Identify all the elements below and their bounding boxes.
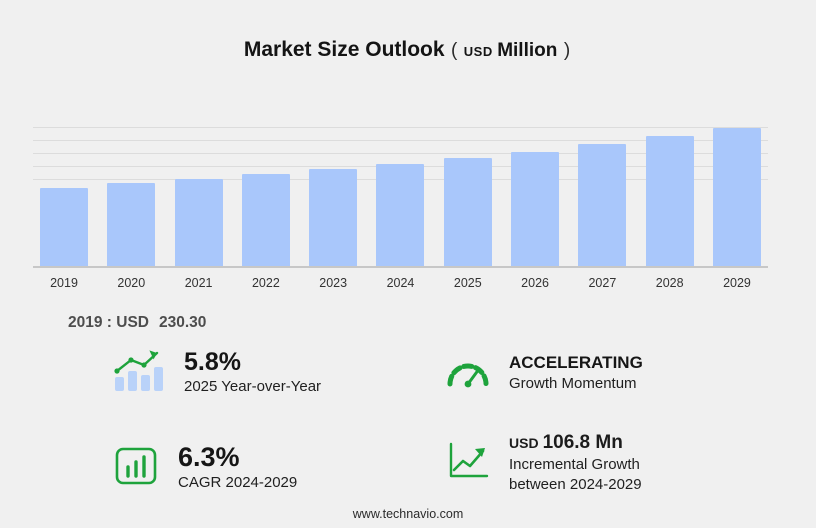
x-tick-label-2027: 2027 [588, 276, 617, 290]
x-tick-label-2022: 2022 [251, 276, 280, 290]
x-tick-label-2028: 2028 [655, 276, 684, 290]
bar-2029 [712, 127, 761, 266]
line-growth-icon [445, 440, 491, 487]
bar-chart-plot-area [33, 123, 768, 268]
bar-2028 [645, 136, 694, 266]
bar-2020 [107, 183, 156, 266]
incremental-value: USD 106.8 Mn [509, 432, 642, 455]
gridline [33, 127, 768, 128]
x-tick-label-2021: 2021 [184, 276, 213, 290]
momentum-label: Growth Momentum [509, 375, 637, 393]
x-tick-label-2023: 2023 [319, 276, 348, 290]
chart-title-unit: Million [497, 40, 558, 61]
chart-title-paren-open: ( [451, 40, 458, 61]
cagr-label: CAGR 2024-2029 [178, 473, 298, 491]
x-tick-label-2020: 2020 [117, 276, 146, 290]
bar-2021 [174, 178, 223, 266]
website-url: www.technavio.com [352, 507, 464, 521]
incremental-value-amount: 106.8 Mn [542, 432, 623, 453]
incremental-value-currency: USD [509, 435, 539, 451]
bar-2022 [241, 174, 290, 266]
x-tick-label-2019: 2019 [50, 276, 78, 290]
base-year-annotation: 2019 : USD 230.30 [68, 314, 206, 332]
chart-title: Market Size Outlook ( USD Million ) [0, 38, 816, 62]
chart-title-main: Market Size Outlook [243, 38, 445, 61]
base-year-value: 230.30 [158, 314, 207, 331]
bar-2024 [376, 164, 425, 266]
stat-momentum: ACCELERATING Growth Momentum [445, 352, 643, 395]
momentum-value: ACCELERATING [509, 353, 643, 373]
bars [33, 123, 768, 266]
stat-cagr: 6.3% CAGR 2024-2029 [112, 441, 297, 494]
x-axis-labels: 2019 2020 2021 2022 2023 2024 2025 2026 2027 2028… [33, 276, 768, 290]
bar-chart-trend-icon [112, 347, 166, 398]
bar-2023 [309, 169, 358, 266]
bar-2027 [578, 144, 627, 266]
stat-yoy: 5.8% 2025 Year-over-Year [112, 347, 321, 398]
x-tick-label-2029: 2029 [723, 276, 751, 290]
incremental-label-line2: between 2024-2029 [509, 476, 642, 494]
x-tick-label-2025: 2025 [453, 276, 482, 290]
bar-chart-frame-icon [112, 441, 160, 494]
stat-incremental-growth: USD 106.8 Mn Incremental Growth between 2… [445, 432, 642, 495]
speedometer-icon [445, 352, 491, 395]
chart-title-currency: USD [463, 44, 493, 59]
yoy-label: 2025 Year-over-Year [184, 377, 322, 395]
bar-2025 [443, 158, 492, 266]
base-year-label: 2019 : USD [68, 314, 149, 331]
bar-2019 [40, 187, 88, 266]
x-tick-label-2026: 2026 [521, 276, 549, 290]
cagr-value: 6.3% [178, 441, 240, 472]
x-tick-label-2024: 2024 [386, 276, 415, 290]
yoy-value: 5.8% [184, 348, 241, 376]
gridline [33, 140, 768, 141]
bar-2026 [511, 151, 560, 266]
chart-title-paren-close: ) [563, 40, 571, 61]
gridline [33, 153, 768, 154]
incremental-label-line1: Incremental Growth [509, 455, 640, 473]
